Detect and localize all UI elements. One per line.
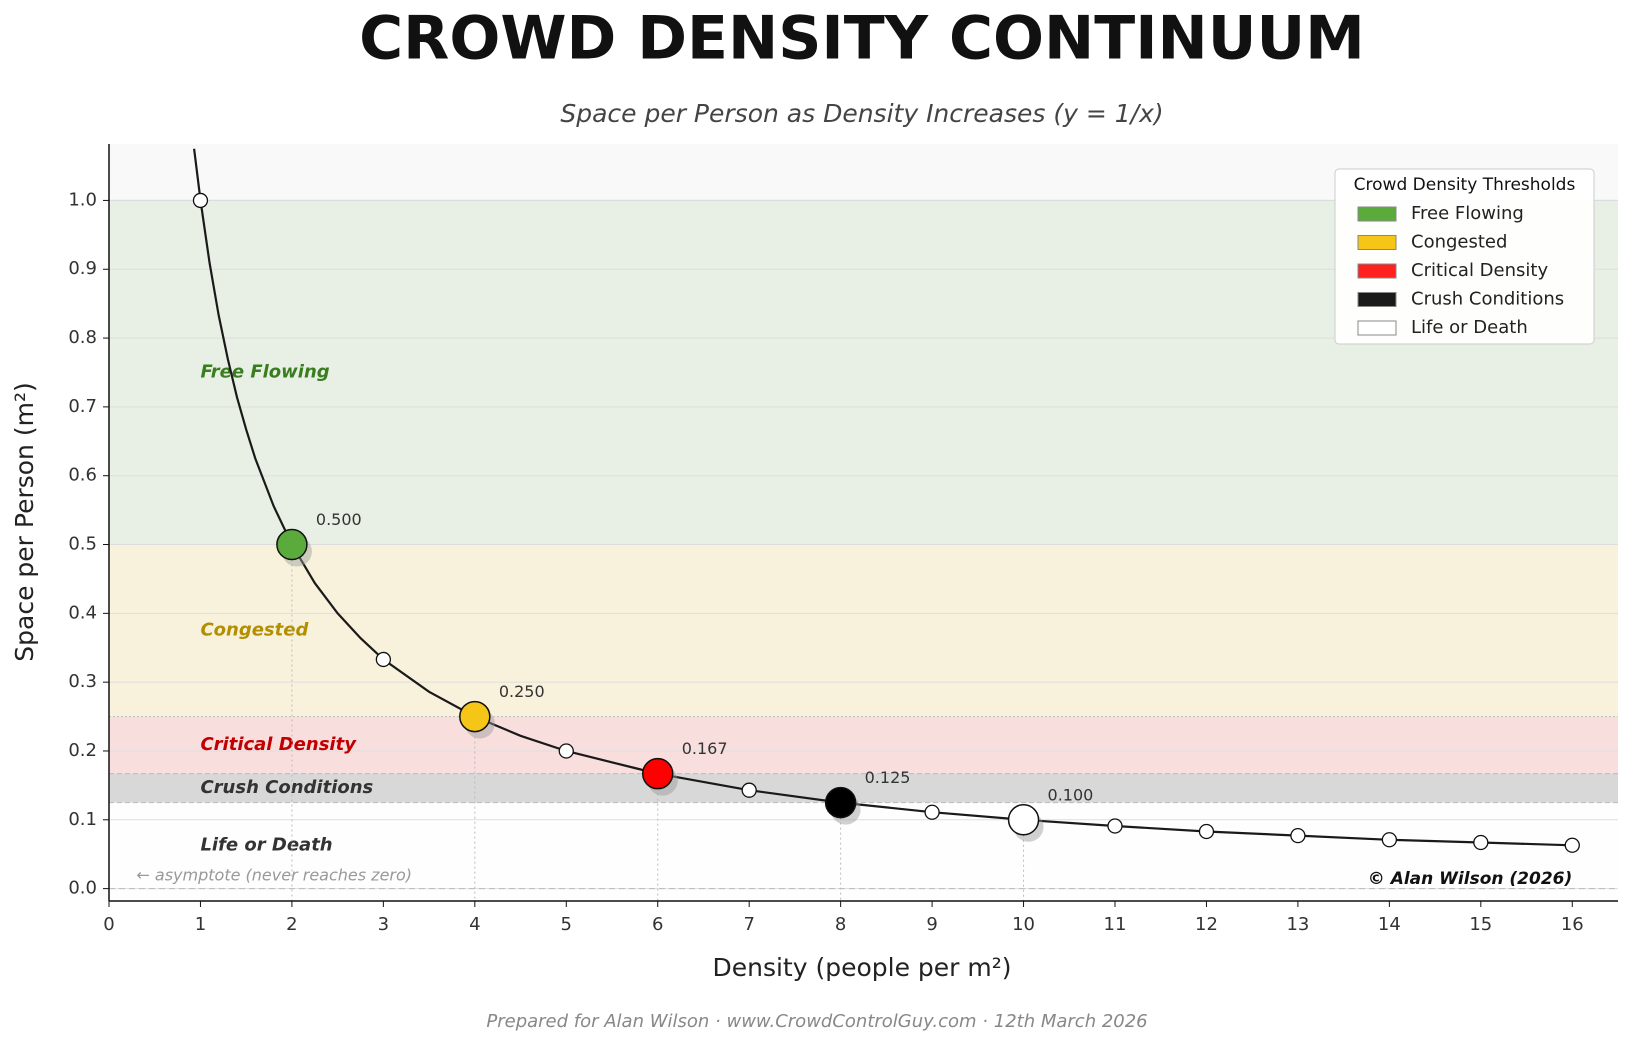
y-tick-label: 0.4 [68,602,97,623]
y-tick-label: 0.5 [68,534,97,555]
band [109,716,1618,774]
y-tick-label: 0.7 [68,396,97,417]
point [1381,832,1398,848]
y-tick-label: 0.8 [68,327,97,348]
x-tick-label: 3 [378,914,389,935]
point [1564,837,1580,853]
legend-title: Crowd Density Thresholds [1354,175,1576,195]
curve [193,148,1573,847]
x-axis-label: Density (people per m²) [712,953,1011,982]
footer: Prepared for Alan Wilson · www.CrowdCont… [486,1011,1147,1032]
legend-label: Free Flowing [1411,203,1524,224]
x-tick-label: 13 [1286,914,1309,935]
value-label: 0.500 [316,510,362,529]
x-tick-label: 0 [103,914,114,935]
y-tick-label: 0.2 [68,740,97,761]
point [741,782,757,798]
point [1107,818,1123,834]
legend-label: Crush Conditions [1411,289,1564,310]
legend-swatch [1357,263,1397,279]
x-tick-label: 5 [561,914,572,935]
value-label: 0.250 [499,682,545,701]
band-label: Congested [200,620,309,641]
copyright: © Alan Wilson (2026) [1368,869,1572,889]
x-tick-label: 6 [652,914,663,935]
y-axis-label: Space per Person (m²) [10,382,39,661]
y-tick-label: 0.0 [68,878,97,899]
threshold-point [824,786,857,819]
x-tick-label: 15 [1469,914,1492,935]
band-label: Free Flowing [200,361,329,382]
chart-subtitle: Space per Person as Density Increases (y… [560,99,1163,128]
value-label: 0.125 [865,768,911,787]
threshold-point [1007,804,1040,836]
band-label: Critical Density [200,734,357,755]
x-tick-label: 10 [1012,914,1035,935]
band-label: Crush Conditions [200,777,373,798]
point [192,192,209,209]
legend-swatch [1357,292,1397,307]
point [1198,823,1215,840]
band [109,544,1618,717]
threshold-point [459,700,491,733]
point [558,743,574,759]
y-tick-label: 0.3 [68,671,97,692]
band-label: Life or Death [200,835,332,856]
x-tick-label: 14 [1378,914,1401,935]
point [375,651,392,668]
threshold-point [641,757,674,790]
y-tick-label: 0.9 [68,258,97,279]
legend-swatch [1357,206,1397,222]
point [924,804,940,820]
x-tick-label: 11 [1104,914,1127,935]
legend-swatch [1357,320,1397,336]
point [1290,827,1306,844]
x-tick-label: 8 [835,914,846,935]
legend-label: Congested [1411,232,1507,253]
legend-swatch [1357,235,1397,250]
band [109,802,1618,901]
x-tick-label: 9 [926,914,937,935]
value-label: 0.167 [682,739,728,758]
x-tick-label: 7 [743,914,754,935]
legend-box [1334,168,1595,345]
x-tick-label: 12 [1195,914,1218,935]
band [109,773,1618,803]
y-tick-label: 0.1 [68,809,97,830]
y-tick-label: 1.0 [68,189,97,210]
x-tick-label: 2 [286,914,297,935]
x-tick-label: 4 [469,914,480,935]
x-tick-label: 1 [195,914,206,935]
y-tick-label: 0.6 [68,465,97,486]
legend-label: Life or Death [1411,317,1528,338]
value-label: 0.100 [1048,785,1094,804]
legend: Crowd Density Thresholds Free Flowing Cong… [1334,168,1595,345]
threshold-point [276,528,308,561]
chart-title: CROWD DENSITY CONTINUUM [359,4,1365,74]
point [1473,834,1489,851]
asymptote-note: ← asymptote (never reaches zero) [136,866,412,885]
legend-label: Critical Density [1411,260,1548,281]
x-tick-label: 16 [1561,914,1584,935]
